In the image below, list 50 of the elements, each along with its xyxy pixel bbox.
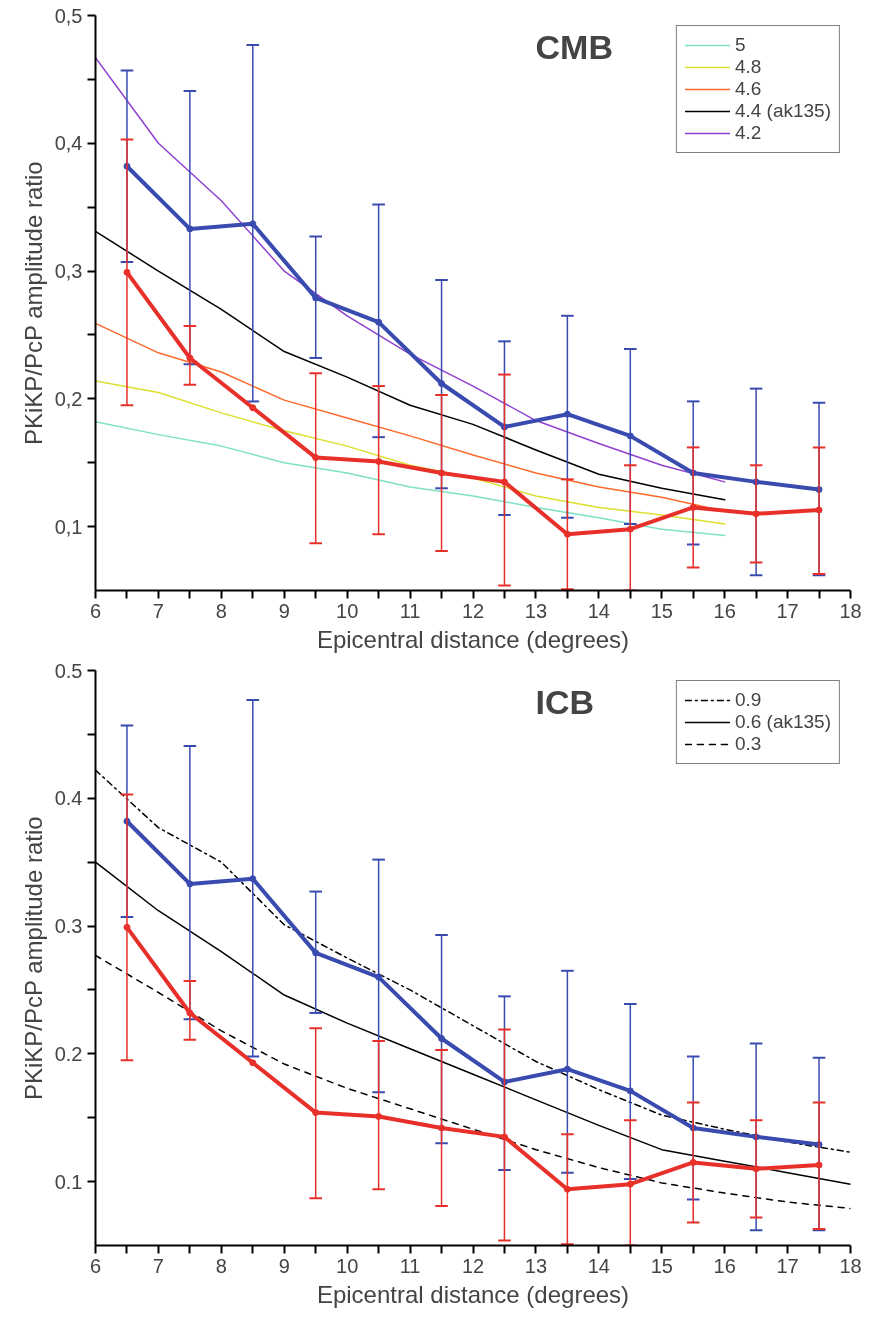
x-tick-label: 17 bbox=[776, 1254, 799, 1277]
x-tick-label: 7 bbox=[152, 1254, 164, 1277]
x-tick-label: 6 bbox=[89, 1254, 102, 1277]
x-tick-label: 14 bbox=[587, 599, 610, 622]
x-tick-label: 10 bbox=[336, 1254, 359, 1277]
annotation: ICB bbox=[535, 682, 595, 721]
x-axis-title: Epicentral distance (degrees) bbox=[316, 625, 630, 653]
y-tick-label: 0,3 bbox=[54, 260, 83, 283]
x-tick-label: 11 bbox=[399, 1254, 421, 1277]
x-tick-label: 12 bbox=[461, 599, 485, 622]
y-tick-label: 0.2 bbox=[54, 1042, 83, 1065]
x-tick-label: 17 bbox=[776, 599, 799, 622]
x-axis-title: Epicentral distance (degrees) bbox=[316, 1280, 630, 1308]
x-tick-label: 9 bbox=[278, 599, 290, 622]
x-tick-label: 8 bbox=[215, 1254, 227, 1277]
y-tick-label: 0.3 bbox=[54, 915, 83, 938]
x-tick-label: 8 bbox=[215, 599, 227, 622]
y-axis-title: PKiKP/PcP amplitude ratio bbox=[19, 161, 47, 446]
x-tick-label: 7 bbox=[152, 599, 164, 622]
annotation: CMB bbox=[535, 27, 613, 66]
y-tick-label: 0,5 bbox=[54, 4, 83, 27]
y-tick-label: 0.5 bbox=[54, 659, 83, 682]
x-tick-label: 18 bbox=[839, 1254, 862, 1277]
y-tick-label: 0,2 bbox=[54, 387, 83, 410]
legend-label: 0.6 (ak135) bbox=[734, 711, 831, 733]
legend-label: 4.8 bbox=[734, 56, 762, 78]
x-tick-label: 16 bbox=[713, 1254, 736, 1277]
legend-label: 0.9 bbox=[734, 689, 762, 711]
x-tick-label: 6 bbox=[89, 599, 102, 622]
x-tick-label: 13 bbox=[524, 599, 548, 622]
y-axis-title: PKiKP/PcP amplitude ratio bbox=[19, 816, 47, 1101]
x-tick-label: 15 bbox=[650, 1254, 673, 1277]
legend-label: 4.6 bbox=[734, 78, 762, 100]
x-tick-label: 12 bbox=[461, 1254, 485, 1277]
x-tick-label: 15 bbox=[650, 599, 673, 622]
legend-label: 4.4 (ak135) bbox=[734, 100, 831, 122]
x-tick-label: 13 bbox=[524, 1254, 548, 1277]
y-tick-label: 0,1 bbox=[54, 515, 83, 538]
x-tick-label: 9 bbox=[278, 1254, 290, 1277]
x-tick-label: 18 bbox=[839, 599, 862, 622]
y-tick-label: 0.1 bbox=[54, 1170, 83, 1193]
y-tick-label: 0,4 bbox=[54, 132, 83, 155]
x-tick-label: 11 bbox=[399, 599, 421, 622]
y-tick-label: 0.4 bbox=[54, 787, 83, 810]
x-tick-label: 14 bbox=[587, 1254, 610, 1277]
x-tick-label: 16 bbox=[713, 599, 736, 622]
x-tick-label: 10 bbox=[336, 599, 359, 622]
legend-label: 5 bbox=[734, 34, 747, 56]
legend-label: 4.2 bbox=[734, 122, 762, 144]
legend-label: 0.3 bbox=[734, 733, 762, 755]
